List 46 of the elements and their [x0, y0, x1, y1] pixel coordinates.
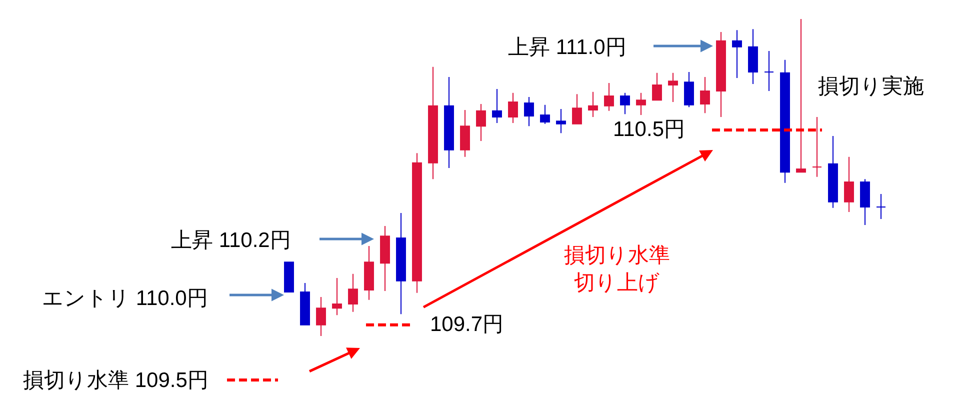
- candlestick: [796, 18, 806, 173]
- candlestick: [348, 273, 358, 312]
- ref-line-label: 損切り水準 109.5円: [23, 369, 208, 392]
- candlestick: [860, 178, 870, 226]
- candlestick: [844, 156, 854, 213]
- candlestick: [748, 28, 758, 84]
- annotation: 上昇 110.2円: [171, 229, 291, 252]
- candlestick: [716, 32, 726, 118]
- candlestick: [636, 92, 646, 116]
- candlestick: [492, 88, 502, 124]
- candlestick: [508, 92, 518, 124]
- annotation: 損切り実施: [818, 75, 924, 98]
- candlestick: [284, 262, 294, 292]
- candlestick: [652, 72, 662, 101]
- ref-line-label: 110.5円: [613, 118, 685, 141]
- candlestick: [396, 212, 406, 315]
- candlestick: [780, 59, 790, 184]
- candlestick: [828, 135, 838, 208]
- ref-line-label: 109.7円: [430, 313, 504, 336]
- candlestick: [540, 104, 550, 124]
- candlestick: [604, 82, 614, 112]
- candlestick: [332, 277, 342, 316]
- candlestick: [620, 92, 630, 115]
- candlestick: [300, 282, 310, 326]
- candlestick: [588, 91, 598, 118]
- candlestick: [732, 30, 742, 78]
- candlestick: [524, 96, 534, 127]
- candlestick: [412, 152, 422, 294]
- candlestick: [364, 245, 374, 300]
- annotation: 上昇 111.0円: [508, 36, 626, 59]
- candlestick: [876, 193, 886, 220]
- candlestick: [316, 296, 326, 336]
- candlestick: [684, 71, 694, 108]
- candlestick: [572, 94, 582, 124]
- annotation: 損切り水準切り上げ: [564, 244, 670, 294]
- text: エントリ 110.0円: [42, 287, 208, 310]
- candlestick: [556, 108, 566, 134]
- candlestick: [764, 50, 774, 92]
- candlestick: [476, 103, 486, 142]
- candlestick: [668, 72, 678, 103]
- candlestick: [700, 76, 710, 114]
- candlestick: [380, 226, 390, 292]
- candlestick: [460, 109, 470, 158]
- candlestick: [444, 76, 454, 168]
- candlestick: [428, 66, 438, 180]
- candlestick: [812, 116, 822, 178]
